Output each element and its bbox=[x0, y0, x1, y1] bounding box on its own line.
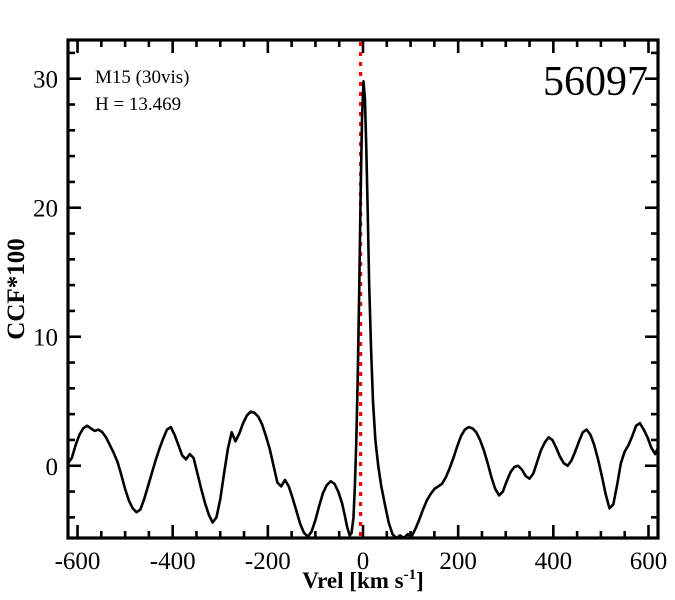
magnitude-label: H = 13.469 bbox=[95, 94, 181, 115]
target-label: M15 (30vis) bbox=[95, 67, 189, 88]
axis-tick-labels: -600 -400 -200 0 200 400 600 0 10 20 30 bbox=[33, 67, 667, 575]
y-tick-label: 10 bbox=[33, 325, 58, 352]
axis-ticks bbox=[68, 40, 658, 538]
y-tick-label: 30 bbox=[33, 67, 58, 94]
observation-id-label: 56097 bbox=[543, 59, 648, 105]
x-axis-label: Vrel [km s-1] bbox=[302, 567, 424, 593]
x-tick-label: 200 bbox=[439, 548, 477, 575]
x-axis-label-exponent: -1 bbox=[404, 567, 417, 583]
x-tick-label: -600 bbox=[55, 548, 101, 575]
ccf-curve bbox=[68, 79, 658, 538]
y-tick-label: 0 bbox=[46, 454, 59, 481]
x-tick-label: 0 bbox=[357, 548, 370, 575]
y-tick-label: 20 bbox=[33, 196, 58, 223]
x-tick-label: 600 bbox=[630, 548, 668, 575]
x-axis-label-main: Vrel [km s bbox=[302, 568, 403, 593]
x-axis-label-tail: ] bbox=[416, 568, 424, 593]
x-tick-label: 400 bbox=[535, 548, 573, 575]
x-tick-label: -200 bbox=[245, 548, 291, 575]
x-tick-label: -400 bbox=[150, 548, 196, 575]
y-axis-label: CCF*100 bbox=[3, 238, 30, 339]
